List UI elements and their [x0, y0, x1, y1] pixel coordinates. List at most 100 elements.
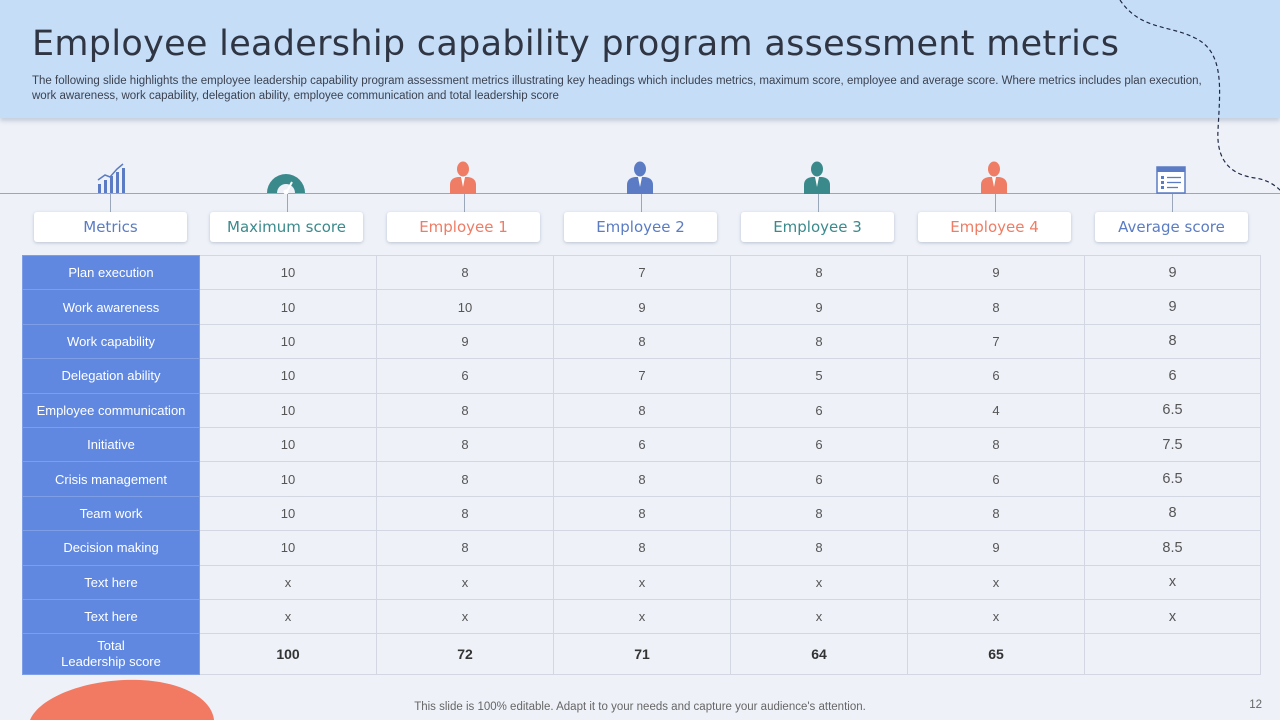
score-cell: x [730, 598, 908, 635]
metric-label: Text here [22, 598, 200, 635]
page-subtitle: The following slide highlights the emplo… [32, 75, 1202, 102]
table-row: Text here x x x x x x [22, 598, 1261, 635]
table-row: Work awareness 10 10 9 9 8 9 [22, 289, 1261, 325]
total-score-cell: 71 [553, 633, 731, 676]
score-cell: 8 [376, 461, 554, 497]
score-cell: x [907, 564, 1085, 600]
total-score-cell: 64 [730, 633, 908, 676]
gauge-icon [261, 158, 311, 194]
table-row: Initiative 10 8 6 6 8 7.5 [22, 426, 1261, 463]
person-icon [969, 158, 1019, 194]
score-cell: 6 [553, 426, 731, 463]
page-title: Employee leadership capability program a… [32, 24, 1120, 64]
score-cell: x [199, 564, 377, 600]
average-score-cell: 6.5 [1084, 392, 1261, 428]
connector-line [110, 194, 111, 212]
total-label-line2: Leadership score [61, 654, 161, 670]
score-cell: 10 [199, 426, 377, 463]
score-cell: 8 [376, 530, 554, 566]
score-cell: 8 [730, 530, 908, 566]
score-cell: x [376, 598, 554, 635]
score-cell: 9 [376, 323, 554, 360]
score-cell: 10 [199, 254, 377, 291]
metric-label: Text here [22, 564, 200, 600]
page-number: 12 [1249, 699, 1262, 711]
score-cell: x [553, 564, 731, 600]
metric-label: Work capability [22, 323, 200, 360]
score-cell: 6 [376, 358, 554, 394]
connector-line [1172, 194, 1173, 212]
total-score-cell: 100 [199, 633, 377, 676]
score-cell: 10 [199, 495, 377, 532]
score-cell: 6 [907, 358, 1085, 394]
total-label: Total Leadership score [22, 633, 200, 676]
bar-chart-icon [86, 158, 136, 194]
metric-label: Decision making [22, 530, 200, 566]
average-score-cell: 6 [1084, 358, 1261, 394]
score-cell: 10 [199, 289, 377, 325]
score-cell: x [553, 598, 731, 635]
total-score-cell [1084, 633, 1261, 676]
score-cell: 10 [199, 392, 377, 428]
average-score-cell: 9 [1084, 254, 1261, 291]
total-score-cell: 65 [907, 633, 1085, 676]
total-score-cell: 72 [376, 633, 554, 676]
checklist-icon [1146, 158, 1196, 194]
score-cell: 8 [376, 254, 554, 291]
score-cell: 7 [553, 358, 731, 394]
score-cell: x [730, 564, 908, 600]
connector-line [464, 194, 465, 212]
column-header-employee-2: Employee 2 [564, 212, 717, 242]
average-score-cell: 7.5 [1084, 426, 1261, 463]
person-icon [615, 158, 665, 194]
average-score-cell: x [1084, 598, 1261, 635]
score-cell: 9 [907, 254, 1085, 291]
average-score-cell: 6.5 [1084, 461, 1261, 497]
score-cell: 6 [730, 426, 908, 463]
score-cell: 5 [730, 358, 908, 394]
metric-label: Work awareness [22, 289, 200, 325]
score-cell: 10 [199, 323, 377, 360]
score-cell: 6 [907, 461, 1085, 497]
table-row: Text here x x x x x x [22, 564, 1261, 600]
footer-note: This slide is 100% editable. Adapt it to… [414, 701, 866, 713]
metric-label: Initiative [22, 426, 200, 463]
connector-line [287, 194, 288, 212]
score-cell: 10 [199, 530, 377, 566]
total-label-line1: Total [97, 638, 125, 654]
connector-line [818, 194, 819, 212]
score-cell: 8 [376, 392, 554, 428]
assessment-table: Plan execution 10 8 7 8 9 9 Work awareness 10 10 9… [22, 254, 1261, 676]
score-cell: 8 [730, 323, 908, 360]
table-row: Plan execution 10 8 7 8 9 9 [22, 254, 1261, 291]
column-header-maximum-score: Maximum score [210, 212, 363, 242]
score-cell: 8 [376, 426, 554, 463]
person-icon [792, 158, 842, 194]
table-row: Decision making 10 8 8 8 9 8.5 [22, 530, 1261, 566]
metric-label: Crisis management [22, 461, 200, 497]
connector-line [641, 194, 642, 212]
header-band: Employee leadership capability program a… [0, 0, 1280, 118]
metric-label: Delegation ability [22, 358, 200, 394]
column-header-metrics: Metrics [34, 212, 187, 242]
score-cell: 8 [730, 495, 908, 532]
score-cell: 4 [907, 392, 1085, 428]
table-row: Employee communication 10 8 8 6 4 6.5 [22, 392, 1261, 428]
score-cell: 8 [553, 530, 731, 566]
metric-label: Team work [22, 495, 200, 532]
table-row: Team work 10 8 8 8 8 8 [22, 495, 1261, 532]
average-score-cell: x [1084, 564, 1261, 600]
table-row: Work capability 10 9 8 8 7 8 [22, 323, 1261, 360]
score-cell: 6 [730, 461, 908, 497]
score-cell: 8 [907, 289, 1085, 325]
connector-line [995, 194, 996, 212]
score-cell: x [199, 598, 377, 635]
score-cell: 10 [199, 358, 377, 394]
score-cell: 10 [199, 461, 377, 497]
score-cell: 8 [553, 323, 731, 360]
score-cell: 8 [907, 495, 1085, 532]
score-cell: 8 [553, 461, 731, 497]
average-score-cell: 9 [1084, 289, 1261, 325]
score-cell: 8 [553, 495, 731, 532]
table-row: Crisis management 10 8 8 6 6 6.5 [22, 461, 1261, 497]
